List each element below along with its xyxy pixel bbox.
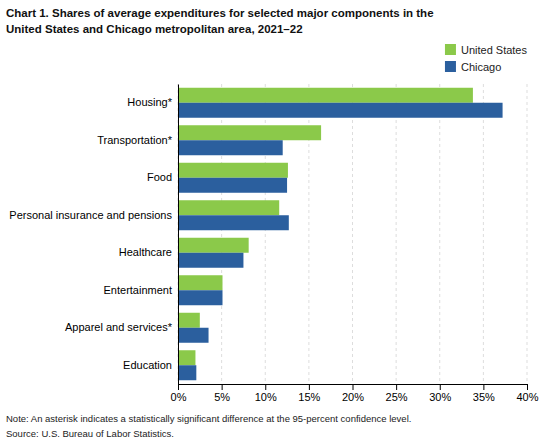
x-tick: 0% [171,384,187,403]
x-tick-label: 40% [516,391,538,403]
x-tick-mark [178,384,179,390]
bar [178,328,209,343]
x-tick: 30% [429,384,451,403]
bar [178,163,288,178]
y-axis: Housing* Transportation* Food Personal insu… [9,85,178,385]
bar [178,350,195,365]
y-tick: Healthcare [119,246,178,258]
y-tick-label: Education [123,359,172,371]
x-tick-mark [309,384,310,390]
subtitle: United States and Chicago metropolitan a… [6,23,303,35]
bar [178,125,321,140]
y-tick-label: Transportation* [97,134,173,146]
x-tick: 10% [255,384,277,403]
bar [178,103,503,118]
bar [178,253,243,268]
x-tick: 35% [473,384,495,403]
grid [178,84,527,384]
y-axis-line [178,85,179,385]
x-tick: 5% [214,384,230,403]
y-tick-label: Entertainment [104,284,172,296]
bar [178,365,196,380]
y-tick: Food [147,171,178,183]
grid-line [352,84,353,384]
bar-series [178,88,473,366]
x-tick-label: 30% [429,391,451,403]
bar [178,140,283,155]
grid-line [483,84,484,384]
x-tick-mark [222,384,223,390]
legend-label: United States [461,44,528,56]
x-tick-label: 0% [171,391,187,403]
legend: United States Chicago [445,44,528,73]
x-axis-line [179,385,528,391]
x-tick: 20% [342,384,364,403]
legend-item: Chicago [445,61,501,73]
y-tick-label: Housing* [127,96,172,108]
y-tick: Entertainment [104,284,178,296]
bar [178,200,279,215]
chart: Chart 1. Shares of average expenditures … [0,0,549,448]
x-tick-mark [483,384,484,390]
x-tick-label: 20% [342,391,364,403]
x-tick: 15% [298,384,320,403]
x-tick-mark [396,384,397,390]
y-tick-label: Apparel and services* [65,321,173,333]
y-tick: Apparel and services* [65,321,178,333]
annotation: Note: An asterisk indicates a statistica… [6,413,411,424]
grid-line [439,84,440,384]
y-tick: Personal insurance and pensions [9,209,178,221]
x-tick-mark [265,384,266,390]
y-tick-label: Healthcare [119,246,172,258]
x-tick: 40% [516,384,538,403]
x-tick-label: 10% [255,391,277,403]
annotation: Source: U.S. Bureau of Labor Statistics. [6,428,174,439]
y-tick-label: Food [147,171,172,183]
x-tick-mark [440,384,441,390]
legend-label: Chicago [461,61,501,73]
bar [178,215,289,230]
legend-swatch [445,61,456,72]
bar [178,88,473,103]
bar [178,238,249,253]
plot: 0% 5% 10% 15% 20% 25% 30% 35% 40% Housing* Transpo… [9,84,538,403]
y-tick-label: Personal insurance and pensions [9,209,172,221]
x-axis: 0% 5% 10% 15% 20% 25% 30% 35% 40% [171,384,539,403]
bar [178,313,200,328]
grid-line [396,84,397,384]
bar [178,275,222,290]
x-tick-mark [353,384,354,390]
bar [178,290,222,305]
x-tick-label: 25% [386,391,408,403]
y-tick: Transportation* [97,134,178,146]
legend-swatch [445,44,456,55]
bar [178,178,287,193]
bar-series [178,103,503,381]
x-tick-mark [527,384,528,390]
y-tick: Education [123,359,178,371]
legend-item: United States [445,44,528,56]
bars [178,88,503,381]
grid-line [178,84,179,384]
x-tick-label: 15% [298,391,320,403]
grid-line [527,84,528,384]
y-tick: Housing* [127,96,178,108]
x-tick-label: 35% [473,391,495,403]
x-tick-label: 5% [214,391,230,403]
title: Chart 1. Shares of average expenditures … [6,7,434,19]
x-tick: 25% [386,384,408,403]
